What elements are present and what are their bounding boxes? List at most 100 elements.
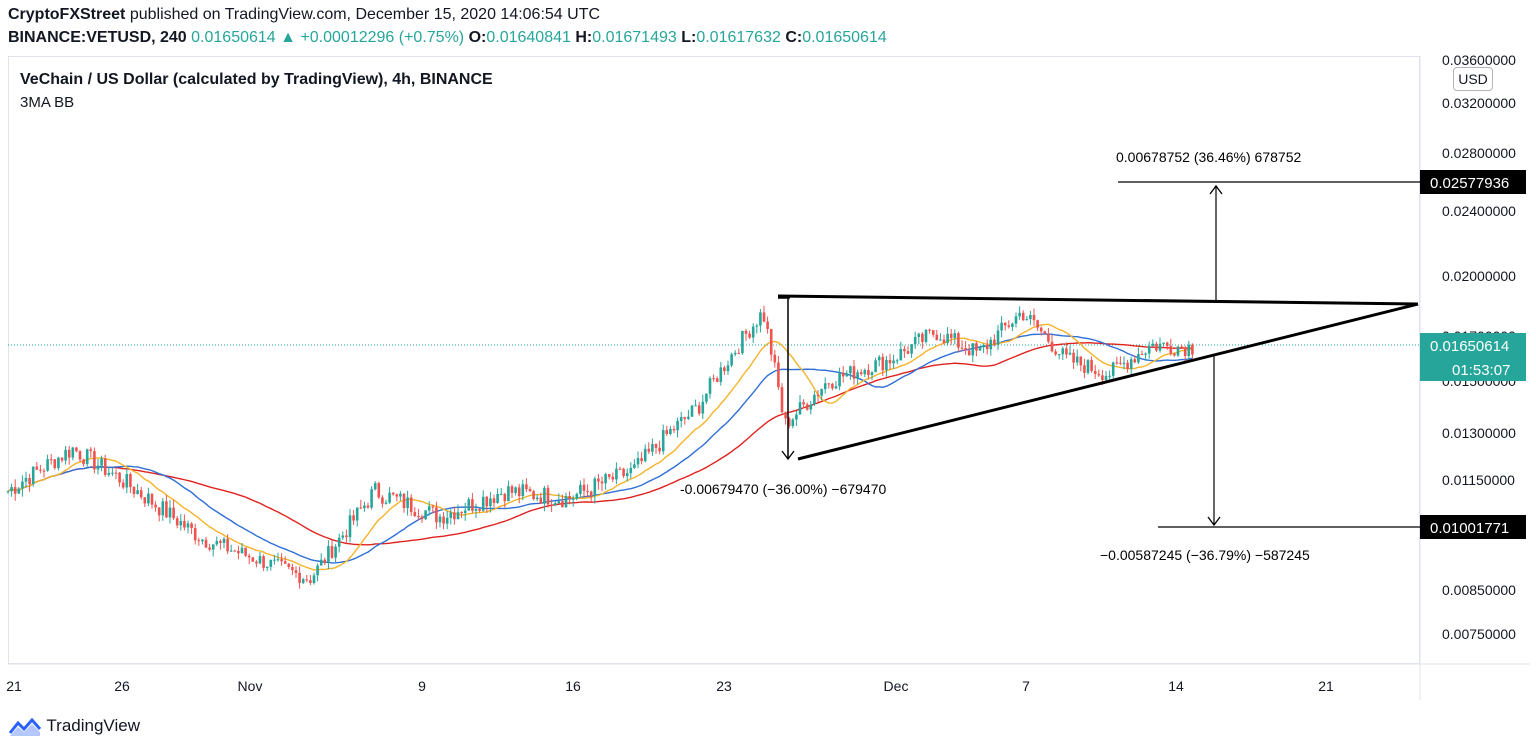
- time-tick-label: 26: [114, 678, 130, 694]
- candle-body: [665, 430, 669, 435]
- candle-body: [942, 339, 946, 343]
- candle-body: [687, 416, 690, 419]
- candle-body: [946, 333, 949, 343]
- candle-body: [1108, 375, 1111, 377]
- candle-body: [1165, 342, 1169, 346]
- candle-body: [503, 493, 507, 502]
- candle-body: [136, 490, 139, 495]
- candle-body: [247, 555, 251, 558]
- candle-body: [719, 367, 723, 382]
- candle-body: [625, 473, 629, 476]
- candle-body: [892, 360, 895, 364]
- candle-body: [327, 546, 330, 563]
- candle-body: [795, 414, 798, 420]
- candle-body: [402, 493, 406, 509]
- candle-body: [935, 334, 939, 341]
- candle-body: [1183, 347, 1187, 356]
- triangle-upper-line[interactable]: [777, 294, 1419, 306]
- candle-body: [960, 347, 964, 349]
- candle-body: [168, 507, 172, 518]
- candle-body: [1003, 322, 1007, 326]
- candle-body: [967, 350, 971, 356]
- time-axis[interactable]: 21 26 Nov 9 16 23 Dec 7 14 21: [6, 678, 1334, 694]
- candle-body: [233, 550, 237, 552]
- current-price-badge-label: 0.01650614: [1430, 338, 1509, 355]
- candle-body: [31, 466, 35, 485]
- candle-body: [906, 351, 910, 354]
- candle-body: [802, 402, 805, 405]
- candle-body: [1068, 352, 1072, 355]
- candle-body: [175, 518, 179, 526]
- candle-body: [147, 493, 150, 504]
- candle-body: [121, 482, 125, 488]
- candle-body: [334, 546, 337, 558]
- candle-body: [305, 579, 309, 581]
- candle-body: [190, 523, 193, 529]
- candle-body: [197, 540, 201, 542]
- candle-body: [1000, 322, 1003, 331]
- ma-mid-line: [7, 333, 1193, 564]
- open-value: 0.01640841: [486, 29, 571, 46]
- price-axis[interactable]: 0.03600000 0.03200000 0.02800000 0.02400000…: [1442, 52, 1516, 642]
- candle-body: [856, 372, 859, 379]
- candle-body: [312, 575, 316, 584]
- candle-body: [114, 472, 118, 474]
- candle-body: [1007, 325, 1011, 327]
- candle-body: [111, 472, 114, 474]
- candle-body: [978, 347, 982, 351]
- candle-body: [129, 474, 132, 487]
- candle-body: [1191, 344, 1194, 355]
- candle-body: [442, 516, 445, 524]
- price-tick-label: 0.00850000: [1442, 582, 1516, 598]
- candle-body: [658, 447, 661, 452]
- candle-body: [449, 512, 453, 518]
- candle-body: [39, 469, 42, 471]
- candle-body: [787, 418, 791, 427]
- candle-body: [409, 497, 413, 513]
- candle-body: [759, 312, 762, 326]
- candle-body: [1133, 359, 1137, 363]
- candle-body: [204, 539, 208, 548]
- candle-body: [532, 491, 535, 500]
- candle-body: [467, 499, 471, 511]
- current-price-badge: [1420, 333, 1526, 381]
- indicator-label[interactable]: 3MA BB: [20, 94, 75, 111]
- candle-body: [521, 484, 525, 497]
- publisher-name[interactable]: CryptoFXStreet: [8, 6, 126, 23]
- candle-body: [917, 333, 921, 337]
- candle-body: [172, 507, 175, 519]
- price-change: +0.00012296 (+0.75%): [300, 29, 465, 46]
- candle-body: [298, 572, 301, 583]
- candle-body: [611, 476, 615, 480]
- candle-body: [1054, 351, 1057, 355]
- currency-button[interactable]: USD: [1453, 67, 1493, 91]
- candle-body: [262, 556, 265, 568]
- candle-body: [341, 535, 345, 538]
- candle-body: [71, 447, 75, 458]
- candle-body: [1011, 323, 1014, 327]
- candle-body: [1021, 312, 1025, 321]
- low-value: 0.01617632: [696, 29, 781, 46]
- candle-body: [269, 559, 273, 567]
- candle-body: [1093, 370, 1097, 374]
- ma-short-line: [7, 323, 1193, 571]
- candle-body: [1180, 346, 1183, 348]
- candle-body: [989, 339, 993, 350]
- candle-body: [240, 547, 244, 554]
- tradingview-brand[interactable]: TradingView: [8, 716, 140, 737]
- time-tick-label: 21: [1318, 678, 1334, 694]
- price-tick-label: 0.03200000: [1442, 95, 1516, 111]
- candle-body: [949, 333, 953, 339]
- candle-body: [1137, 353, 1140, 363]
- time-tick-label: 21: [6, 678, 22, 694]
- candle-body: [388, 492, 391, 503]
- candle-body: [1061, 348, 1065, 355]
- triangle-lower-line[interactable]: [797, 302, 1419, 461]
- candle-body: [237, 550, 240, 554]
- candle-body: [150, 493, 154, 505]
- candle-body: [161, 501, 165, 516]
- candle-body: [813, 394, 816, 405]
- candle-body: [809, 404, 813, 410]
- brand-name: TradingView: [46, 716, 140, 735]
